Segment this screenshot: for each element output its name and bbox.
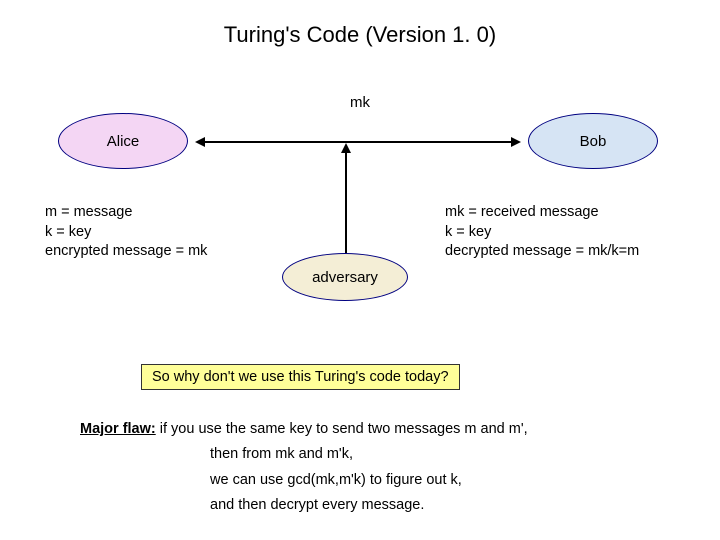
- flaw-line1: Major flaw: if you use the same key to s…: [80, 417, 528, 442]
- edge-label-mk: mk: [0, 94, 720, 111]
- node-adversary: adversary: [282, 253, 408, 301]
- arrowhead-left-icon: [195, 137, 205, 147]
- question-box: So why don't we use this Turing's code t…: [141, 364, 460, 390]
- alice-legend-line1: m = message: [45, 203, 207, 223]
- bob-legend: mk = received message k = key decrypted …: [445, 203, 639, 262]
- edge-line: [203, 141, 513, 143]
- edge-adversary-channel: [341, 143, 351, 253]
- alice-legend-line2: k = key: [45, 223, 207, 243]
- bob-legend-line3: decrypted message = mk/k=m: [445, 242, 639, 262]
- edge-alice-bob: [195, 137, 521, 147]
- edge-line-vertical: [345, 151, 347, 253]
- flaw-line3: we can use gcd(mk,m'k) to figure out k,: [80, 468, 528, 493]
- node-bob: Bob: [528, 113, 658, 169]
- flaw-block: Major flaw: if you use the same key to s…: [80, 417, 528, 519]
- page-title: Turing's Code (Version 1. 0): [0, 22, 720, 48]
- arrowhead-up-icon: [341, 143, 351, 153]
- flaw-line4: and then decrypt every message.: [80, 493, 528, 518]
- flaw-prefix: Major flaw:: [80, 421, 156, 437]
- node-alice: Alice: [58, 113, 188, 169]
- node-alice-label: Alice: [107, 133, 140, 150]
- flaw-line2: then from mk and m'k,: [80, 442, 528, 467]
- bob-legend-line1: mk = received message: [445, 203, 639, 223]
- alice-legend-line3: encrypted message = mk: [45, 242, 207, 262]
- bob-legend-line2: k = key: [445, 223, 639, 243]
- node-adversary-label: adversary: [312, 269, 378, 286]
- arrowhead-right-icon: [511, 137, 521, 147]
- flaw-line1-rest: if you use the same key to send two mess…: [156, 421, 528, 437]
- node-bob-label: Bob: [580, 133, 607, 150]
- alice-legend: m = message k = key encrypted message = …: [45, 203, 207, 262]
